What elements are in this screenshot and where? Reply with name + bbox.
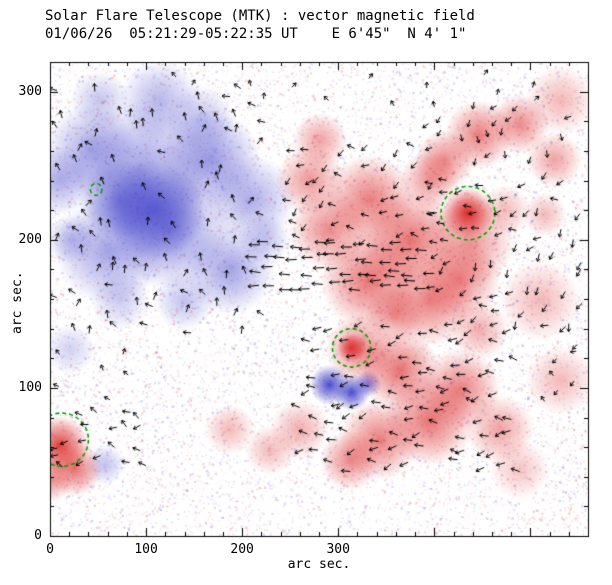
plot-title: Solar Flare Telescope (MTK) : vector mag… [45,8,475,24]
x-tick-label: 200 [230,542,254,557]
y-axis-label: arc sec. [10,271,25,334]
x-tick-label: 0 [46,542,54,557]
x-tick-label: 100 [134,542,158,557]
y-tick-label: 0 [34,528,42,543]
x-tick-label: 300 [326,542,350,557]
plot-subtitle: 01/06/26 05:21:29-05:22:35 UT E 6'45" N … [45,26,467,42]
y-tick-label: 300 [18,83,42,99]
x-axis-label: arc sec. [287,557,351,572]
y-tick-label: 100 [18,379,42,395]
y-tick-label: 200 [18,231,42,247]
